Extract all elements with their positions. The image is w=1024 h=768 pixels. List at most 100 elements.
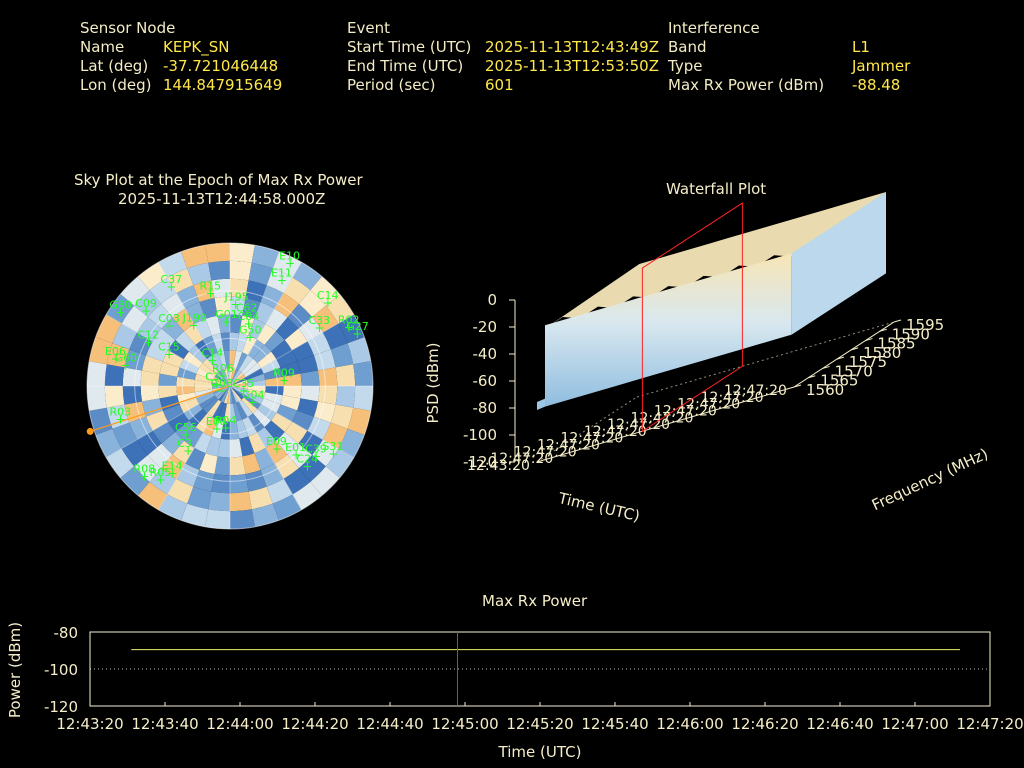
waterfall-freq-label: Frequency (MHz): [869, 445, 991, 515]
satellite-c15[interactable]: +C15: [158, 340, 180, 361]
jammer-bearing-line: [90, 385, 231, 432]
satellite-label: C37: [160, 273, 182, 286]
satellite-e01[interactable]: +E01: [285, 441, 306, 462]
satellite-mark: +: [111, 352, 121, 366]
sky-cell: [282, 386, 302, 399]
sky-cell: [121, 305, 148, 333]
band-label: Band: [668, 38, 707, 56]
sky-cell: [230, 386, 237, 404]
sky-cell: [176, 386, 195, 396]
sky-cell: [287, 303, 313, 329]
sky-cell: [172, 308, 195, 332]
satellite-c62[interactable]: +C62: [236, 301, 258, 322]
satellite-c3b[interactable]: +C3: [177, 437, 193, 458]
satellite-e06[interactable]: +E06: [105, 345, 126, 366]
satellite-c24[interactable]: +C24: [296, 452, 318, 473]
satellite-r04[interactable]: +R04: [215, 414, 237, 435]
sky-cell: [221, 386, 230, 403]
satellite-c56[interactable]: +C56: [175, 421, 197, 442]
sky-spoke: [229, 385, 355, 458]
satellite-r09[interactable]: +R09: [273, 367, 295, 388]
sky-cell: [287, 443, 313, 469]
sky-cell: [158, 373, 178, 386]
satellite-c04[interactable]: +C04: [238, 310, 260, 331]
satellite-g27[interactable]: +G27: [346, 320, 369, 341]
sky-cell: [230, 491, 252, 512]
satellite-g30[interactable]: +G30: [109, 299, 132, 320]
waterfall-surface-top: [544, 192, 887, 329]
satellite-g01[interactable]: +G01: [215, 308, 238, 329]
maxrx-x-tick-label: 12:45:20: [506, 715, 573, 733]
sky-cell: [297, 398, 319, 417]
sky-cell: [207, 399, 222, 417]
satellite-e11[interactable]: +E11: [271, 267, 292, 288]
sky-cell: [161, 454, 186, 479]
satellite-e09b[interactable]: +E09: [266, 435, 287, 456]
sky-cell: [106, 343, 130, 368]
event-title: Event: [347, 19, 390, 37]
sky-cell: [175, 420, 196, 441]
satellite-g50[interactable]: +G50: [239, 324, 262, 345]
sky-spoke: [229, 385, 302, 511]
satellite-label: C03: [158, 312, 180, 325]
satellite-c33[interactable]: +C33: [309, 314, 331, 335]
satellite-r05[interactable]: +R05: [150, 466, 172, 487]
sky-cell: [230, 386, 247, 395]
sky-spoke: [158, 261, 231, 387]
sky-ring: [181, 337, 279, 435]
satellite-j195[interactable]: +J195: [223, 290, 248, 311]
satellite-c03[interactable]: +C03: [158, 312, 180, 333]
sky-cell: [194, 379, 213, 386]
satellite-r03[interactable]: +R03: [109, 406, 131, 427]
satellite-e14[interactable]: +E14: [162, 459, 183, 480]
sky-cell: [199, 453, 218, 475]
sky-cell: [272, 251, 302, 278]
sky-cell: [247, 413, 265, 433]
satellite-e10[interactable]: +E10: [279, 249, 300, 270]
waterfall-time-tick-label: 12:47:20: [701, 390, 764, 406]
sky-cell: [256, 427, 276, 448]
satellite-c09[interactable]: +C09: [135, 297, 157, 318]
lat-value: -37.721046448: [163, 57, 279, 75]
start-value: 2025-11-13T12:43:49Z: [485, 38, 659, 56]
sky-cell: [297, 355, 319, 374]
sky-cell: [276, 404, 298, 422]
sky-cell: [214, 456, 230, 476]
sky-cell: [230, 260, 252, 281]
waterfall-time-tick-label: 12:47:20: [537, 438, 600, 454]
satellite-g08[interactable]: +G08: [211, 377, 234, 398]
sky-cell: [239, 436, 255, 457]
satellite-c37[interactable]: +C37: [160, 273, 182, 294]
satellite-j199[interactable]: +J199: [182, 311, 207, 332]
sky-cell: [230, 332, 240, 351]
satellite-c3[interactable]: +C3: [205, 371, 221, 392]
satellite-mark: +: [311, 450, 321, 464]
satellite-r02[interactable]: +R02: [338, 313, 360, 334]
sky-cell: [310, 276, 340, 306]
waterfall-freq-tick-label: 1560: [806, 381, 844, 399]
satellite-c14[interactable]: +C14: [317, 289, 339, 310]
satellite-s31[interactable]: +S31: [322, 440, 343, 461]
satellite-g60[interactable]: +G60: [115, 352, 138, 373]
satellite-r15[interactable]: +R15: [200, 280, 222, 301]
satellite-r06[interactable]: +R06: [212, 362, 234, 383]
satellite-c14b[interactable]: +C14: [201, 346, 223, 367]
satellite-c12[interactable]: +C12: [137, 328, 159, 349]
satellite-e09[interactable]: +E09: [206, 415, 227, 436]
satellite-c35[interactable]: +C35: [233, 377, 255, 398]
sky-cell: [217, 350, 227, 370]
satellite-c39[interactable]: +C39: [305, 443, 327, 464]
waterfall-freq-tick-label: 1590: [892, 325, 930, 343]
satellite-mark: +: [344, 320, 354, 334]
sky-cell: [159, 361, 180, 377]
sky-cell: [162, 350, 184, 368]
waterfall-surface-front: [544, 253, 792, 407]
satellite-label: C12: [137, 328, 159, 341]
sky-cell: [230, 369, 239, 386]
satellite-g04[interactable]: +G04: [242, 389, 265, 410]
waterfall-time-axis: [536, 386, 795, 463]
sky-cell: [140, 370, 160, 386]
satellite-r08[interactable]: +R08: [133, 463, 155, 484]
sky-cell: [242, 297, 261, 319]
sky-cell: [338, 428, 365, 458]
